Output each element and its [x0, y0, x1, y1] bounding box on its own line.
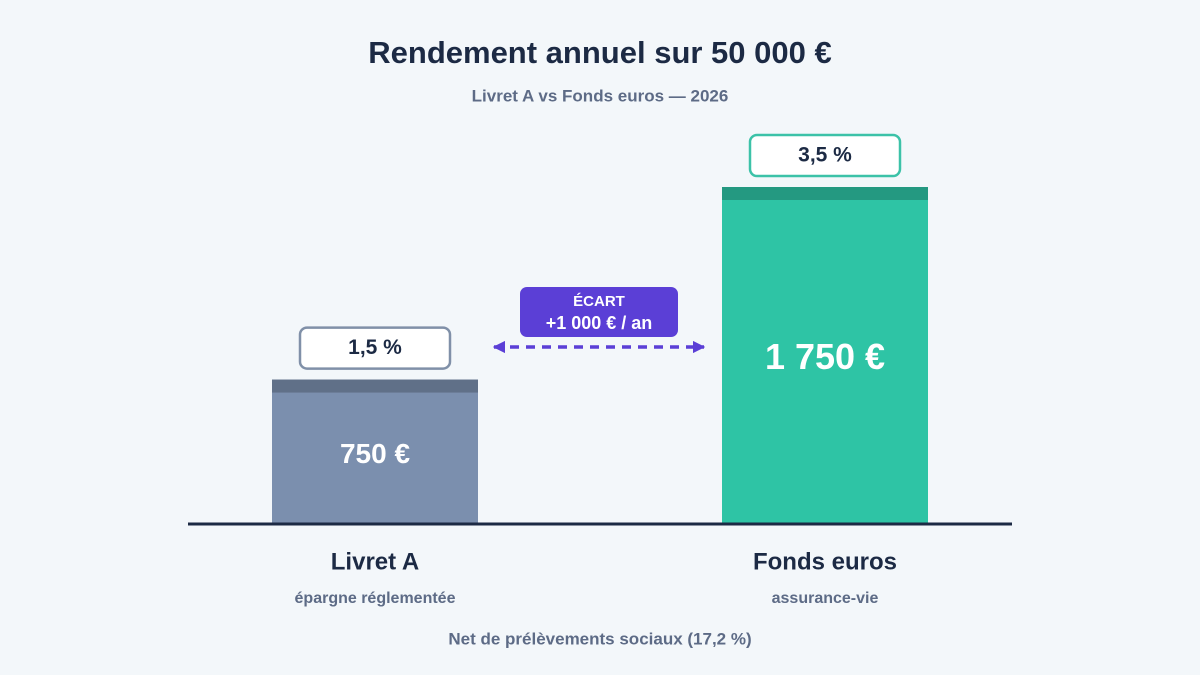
gap-box [520, 287, 678, 337]
value-label: 1 750 € [765, 336, 885, 377]
rate-label: 3,5 % [798, 144, 852, 167]
value-label: 750 € [340, 438, 410, 469]
rate-label: 1,5 % [348, 336, 402, 359]
chart-subtitle: Livret A vs Fonds euros — 2026 [472, 86, 729, 105]
bar [722, 187, 928, 524]
bar [272, 379, 478, 524]
gap-text: +1 000 € / an [546, 313, 653, 333]
category-label: Fonds euros [753, 548, 897, 575]
category-subtitle: assurance-vie [772, 590, 879, 607]
gap-title: ÉCART [573, 293, 625, 310]
bar-cap [722, 187, 928, 200]
bar-cap [272, 379, 478, 393]
category-label: Livret A [331, 548, 419, 575]
category-subtitle: épargne réglementée [295, 590, 456, 607]
rate-box [748, 133, 902, 178]
footnote: Net de prélèvements sociaux (17,2 %) [448, 629, 751, 648]
rate-box [298, 326, 452, 370]
chart-title: Rendement annuel sur 50 000 € [368, 35, 831, 70]
